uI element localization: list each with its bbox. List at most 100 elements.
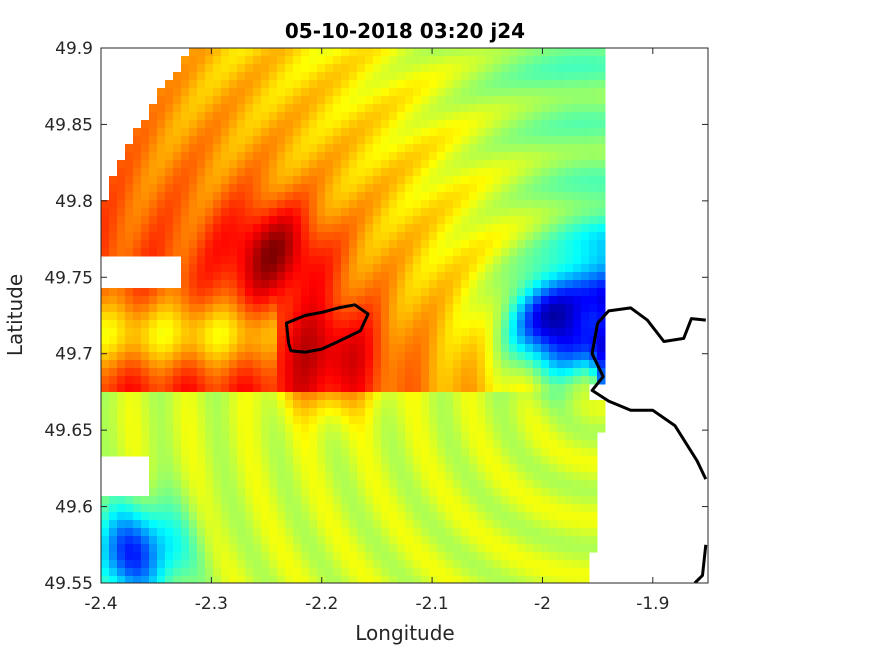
heatmap-cell [245, 400, 254, 409]
heatmap-cell [509, 320, 518, 329]
heatmap-cell [189, 328, 198, 337]
heatmap-cell [533, 312, 542, 321]
heatmap-cell [509, 568, 518, 577]
heatmap-cell [157, 384, 166, 393]
heatmap-cell [381, 328, 390, 337]
heatmap-cell [173, 312, 182, 321]
heatmap-cell [573, 96, 582, 105]
heatmap-cell [293, 280, 302, 289]
heatmap-cell [525, 456, 534, 465]
heatmap-cell [181, 120, 190, 129]
heatmap-cell [293, 512, 302, 521]
heatmap-cell [117, 552, 126, 561]
heatmap-cell [269, 128, 278, 137]
heatmap-cell [565, 416, 574, 425]
heatmap-cell [125, 392, 134, 401]
heatmap-cell [485, 456, 494, 465]
heatmap-cell [349, 408, 358, 417]
heatmap-cell [245, 552, 254, 561]
heatmap-cell [501, 80, 510, 89]
heatmap-cell [381, 136, 390, 145]
heatmap-cell [485, 448, 494, 457]
heatmap-cell [317, 216, 326, 225]
heatmap-cell [205, 312, 214, 321]
heatmap-cell [309, 232, 318, 241]
heatmap-cell [389, 320, 398, 329]
heatmap-cell [117, 232, 126, 241]
heatmap-cell [365, 128, 374, 137]
heatmap-cell [117, 312, 126, 321]
heatmap-cell [157, 432, 166, 441]
heatmap-cell [309, 224, 318, 233]
heatmap-cell [389, 240, 398, 249]
heatmap-cell [205, 448, 214, 457]
heatmap-cell [261, 88, 270, 97]
heatmap-cell [485, 208, 494, 217]
heatmap-cell [477, 200, 486, 209]
heatmap-cell [157, 360, 166, 369]
heatmap-cell [109, 216, 118, 225]
heatmap-cell [589, 224, 598, 233]
heatmap-cell [485, 176, 494, 185]
heatmap-cell [557, 336, 566, 345]
heatmap-cell [445, 144, 454, 153]
heatmap-cell [173, 456, 182, 465]
heatmap-cell [133, 392, 142, 401]
heatmap-cell [429, 248, 438, 257]
heatmap-cell [397, 48, 406, 57]
heatmap-cell [421, 104, 430, 113]
heatmap-cell [517, 304, 526, 313]
heatmap-cell [501, 576, 510, 583]
heatmap-cell [405, 440, 414, 449]
heatmap-cell [365, 120, 374, 129]
heatmap-cell [413, 208, 422, 217]
heatmap-cell [533, 104, 542, 113]
heatmap-cell [205, 240, 214, 249]
heatmap-cell [157, 336, 166, 345]
heatmap-cell [269, 104, 278, 113]
heatmap-cell [413, 576, 422, 583]
heatmap-cell [469, 568, 478, 577]
heatmap-cell [101, 312, 110, 321]
heatmap-cell [573, 560, 582, 569]
heatmap-cell [565, 488, 574, 497]
heatmap-cell [133, 504, 142, 513]
heatmap-cell [461, 376, 470, 385]
heatmap-cell [437, 456, 446, 465]
heatmap-cell [141, 376, 150, 385]
heatmap-cell [493, 344, 502, 353]
heatmap-cell [541, 104, 550, 113]
heatmap-cell [349, 416, 358, 425]
heatmap-cell [189, 512, 198, 521]
heatmap-cell [125, 296, 134, 305]
heatmap-cell [245, 288, 254, 297]
heatmap-cell [365, 392, 374, 401]
heatmap-cell [485, 544, 494, 553]
heatmap-cell [341, 72, 350, 81]
heatmap-cell [221, 168, 230, 177]
heatmap-cell [229, 416, 238, 425]
heatmap-cell [277, 480, 286, 489]
heatmap-cell [277, 336, 286, 345]
heatmap-cell [357, 88, 366, 97]
heatmap-cell [245, 576, 254, 583]
heatmap-cell [245, 264, 254, 273]
heatmap-cell [125, 344, 134, 353]
heatmap-cell [317, 296, 326, 305]
heatmap-cell [141, 216, 150, 225]
heatmap-cell [421, 392, 430, 401]
heatmap-cell [429, 136, 438, 145]
heatmap-cell [397, 344, 406, 353]
heatmap-cell [285, 136, 294, 145]
heatmap-cell [189, 176, 198, 185]
heatmap-cell [373, 408, 382, 417]
heatmap-cell [597, 400, 606, 409]
heatmap-cell [229, 400, 238, 409]
heatmap-cell [173, 248, 182, 257]
heatmap-cell [213, 96, 222, 105]
heatmap-cell [373, 152, 382, 161]
heatmap-cell [277, 232, 286, 241]
heatmap-cell [301, 96, 310, 105]
heatmap-cell [365, 408, 374, 417]
heatmap-cell [445, 248, 454, 257]
